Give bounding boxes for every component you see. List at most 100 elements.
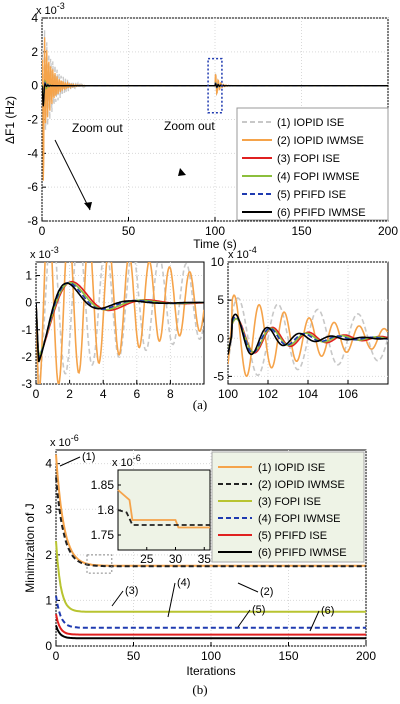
y-tick-label: 2 — [31, 45, 38, 59]
inset-frame — [117, 469, 211, 551]
y-tick-label: -6 — [27, 180, 38, 194]
series-line-6 — [42, 82, 388, 107]
legend-entry: (4) FOPI IWMSE — [277, 171, 360, 183]
series-line-2 — [228, 294, 388, 378]
legend-entry: (5) PFIFD ISE — [277, 189, 346, 201]
callout-1: (1) — [82, 451, 95, 463]
legend-entry: (2) IOPID IWMSE — [258, 479, 345, 491]
legend-entry: (3) FOPI ISE — [258, 496, 321, 508]
x-tick-label: 100 — [218, 387, 238, 401]
zoom-out-label-2: Zoom out — [164, 119, 215, 133]
series-line-3 — [55, 541, 366, 613]
legend-entry: (6) PFIFD IWMSE — [258, 547, 347, 559]
x-tick-label: 106 — [338, 387, 358, 401]
series-line-6 — [228, 313, 388, 356]
y-tick-label: 0 — [45, 639, 52, 653]
callout-line-5 — [237, 609, 251, 628]
y-tick-label: 1.8 — [97, 503, 114, 517]
callout-line-3 — [111, 590, 124, 607]
zoom-out-label-1: Zoom out — [72, 121, 123, 135]
y-tick-label: -4 — [27, 146, 38, 160]
legend-entry: (3) FOPI ISE — [277, 153, 340, 165]
inset-series-line-1 — [117, 489, 210, 529]
y-tick-label: 0 — [31, 79, 38, 93]
series-line-6 — [36, 282, 204, 363]
y-tick-label: 1 — [45, 593, 52, 607]
y-tick-label: 4 — [31, 11, 38, 25]
a-zoom2-series — [228, 294, 388, 378]
x-tick-label: 100 — [201, 649, 221, 663]
x-tick-label: 50 — [127, 649, 141, 663]
callout-3: (3) — [125, 585, 138, 597]
x-tick-label: 4 — [100, 387, 107, 401]
y-tick-label: 1.85 — [91, 478, 115, 492]
y-tick-label: 10 — [211, 255, 225, 269]
series-line-2 — [36, 262, 204, 384]
series-line-6 — [55, 625, 366, 640]
a-zoom2-exponent: x 10-4 — [228, 245, 257, 261]
x-tick-label: 200 — [356, 649, 376, 663]
b-xlabel: Iterations — [186, 664, 235, 678]
y-tick-label: 1 — [25, 269, 32, 283]
y-tick-label: -1 — [21, 323, 32, 337]
callout-line-1 — [59, 456, 81, 467]
callout-2: (2) — [260, 586, 273, 598]
y-tick-label: 0 — [25, 296, 32, 310]
a-zoom1-series — [36, 262, 204, 384]
inset-source-box — [86, 554, 113, 574]
x-tick-label: 150 — [278, 649, 298, 663]
x-tick-label: 150 — [291, 224, 311, 238]
y-tick-label: 1.75 — [91, 528, 115, 542]
y-tick-label: -2 — [27, 113, 38, 127]
y-tick-label: 5 — [217, 293, 224, 307]
b-legend: (1) IOPID ISE (2) IOPID IWMSE (3) FOPI ISE… — [211, 451, 365, 563]
callout-line-6 — [309, 610, 320, 632]
x-tick-label: 25 — [140, 552, 154, 566]
b-main-exponent: x 10-6 — [50, 433, 79, 449]
b-inset-axes: 25 30 35 1.75 1.8 1.85 x 10-6 — [91, 453, 212, 566]
y-tick-label: -8 — [27, 214, 38, 228]
y-tick-label: 2 — [45, 548, 52, 562]
b-main-series — [55, 454, 366, 640]
x-tick-label: 6 — [133, 387, 140, 401]
x-tick-label: 102 — [258, 387, 278, 401]
a-legend: (1) IOPID ISE (2) IOPID IWMSE (3) FOPI ISE… — [236, 107, 389, 221]
callout-line-4 — [167, 582, 176, 618]
y-tick-label: 0 — [217, 331, 224, 345]
legend-frame — [211, 451, 365, 563]
a-zoom1-exponent: x 10-3 — [30, 245, 59, 261]
x-tick-label: 100 — [205, 224, 225, 238]
legend-entry: (2) IOPID IWMSE — [277, 135, 364, 147]
x-tick-label: 0 — [39, 224, 46, 238]
legend-entry: (6) PFIFD IWMSE — [277, 207, 366, 219]
y-tick-label: 4 — [45, 457, 52, 471]
series-line-4 — [55, 595, 366, 629]
x-tick-label: 30 — [169, 552, 183, 566]
panel-b-label: (b) — [192, 682, 208, 697]
callout-4: (4) — [177, 577, 190, 589]
y-tick-label: 3 — [45, 502, 52, 516]
legend-entry: (1) IOPID ISE — [258, 462, 325, 474]
arrowhead-2 — [178, 168, 186, 176]
series-line-1 — [55, 454, 366, 567]
callout-line-2 — [237, 582, 259, 593]
zoom-arrow-1 — [54, 139, 91, 211]
zoom-box — [207, 57, 223, 114]
panel-a-label: (a) — [192, 397, 208, 412]
x-tick-label: 35 — [198, 552, 212, 566]
a-xlabel: Time (s) — [193, 237, 237, 251]
legend-frame — [236, 107, 389, 221]
a-zoom2-axes: 100 102 104 106 -5 0 5 10 x 10-4 — [211, 245, 389, 401]
a-main-series — [42, 30, 388, 181]
callout-5: (5) — [252, 604, 265, 616]
series-line-5 — [55, 613, 366, 636]
x-tick-label: 0 — [53, 649, 60, 663]
b-inset-exponent: x 10-6 — [112, 453, 141, 469]
legend-entry: (5) PFIFD ISE — [258, 530, 327, 542]
y-tick-label: -3 — [21, 377, 32, 391]
a-ylabel: ΔF1 (Hz) — [3, 96, 17, 144]
arrowhead-1 — [84, 202, 92, 210]
y-tick-label: -5 — [213, 369, 224, 383]
legend-entry: (1) IOPID ISE — [277, 117, 344, 129]
